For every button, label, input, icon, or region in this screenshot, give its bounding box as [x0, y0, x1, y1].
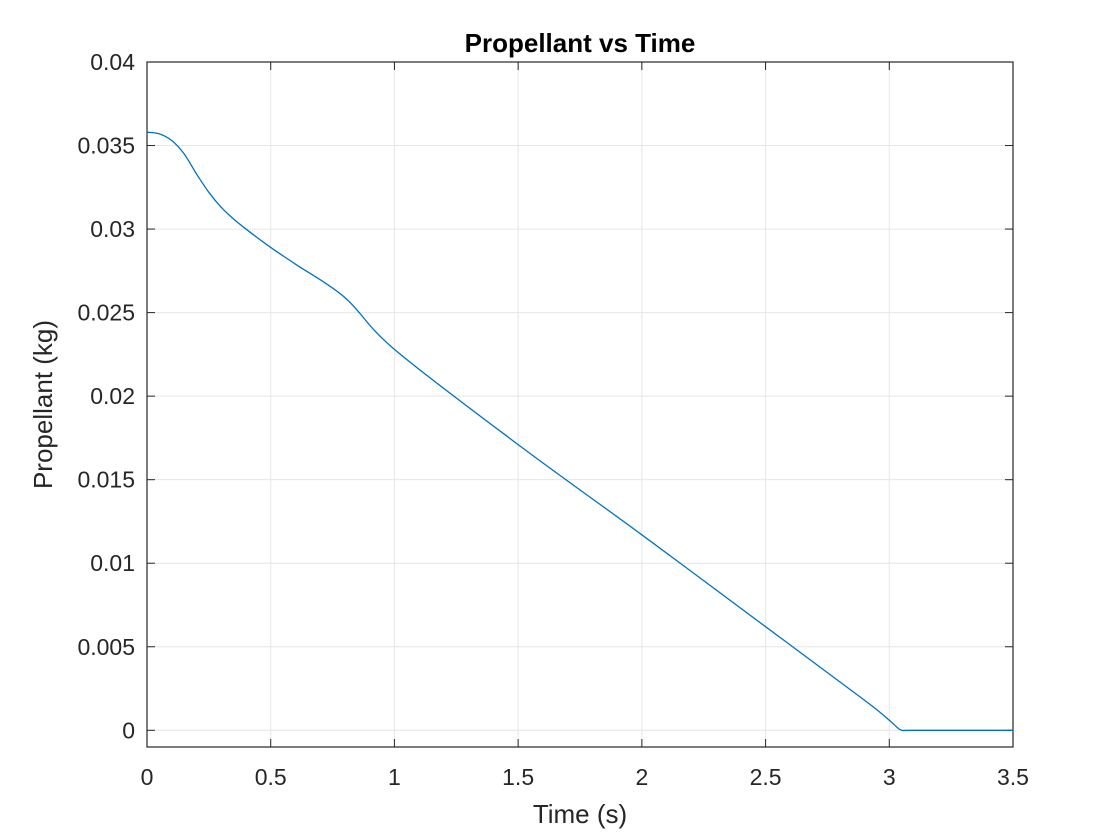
y-tick-label: 0.04 — [90, 49, 135, 75]
chart-title: Propellant vs Time — [465, 28, 696, 58]
x-tick-label: 0 — [141, 764, 154, 790]
y-tick-label: 0 — [122, 717, 135, 743]
x-tick-label: 2 — [635, 764, 648, 790]
plot-area — [146, 61, 1014, 748]
x-tick-label: 0.5 — [255, 764, 287, 790]
x-tick-labels: 0 0.5 1 1.5 2 2.5 3 3.5 — [141, 764, 1029, 790]
grid — [146, 61, 1014, 747]
x-tick-label: 2.5 — [750, 764, 782, 790]
series-line — [146, 131, 1013, 732]
y-tick-label: 0.025 — [77, 300, 135, 326]
y-tick-label: 0.005 — [77, 634, 135, 660]
y-tick-label: 0.02 — [90, 383, 135, 409]
x-tick-label: 3 — [883, 764, 896, 790]
x-tick-label: 1.5 — [502, 764, 534, 790]
y-axis-label: Propellant (kg) — [28, 320, 58, 489]
y-tick-label: 0.01 — [90, 550, 135, 576]
x-tick-label: 3.5 — [997, 764, 1029, 790]
x-axis-label: Time (s) — [533, 799, 627, 829]
x-tick-label: 1 — [388, 764, 401, 790]
y-tick-label: 0.03 — [90, 216, 135, 242]
tick-marks — [146, 61, 1014, 747]
y-tick-labels: 0 0.005 0.01 0.015 0.02 0.025 0.03 0.035 0.04 — [77, 49, 135, 743]
y-tick-label: 0.035 — [77, 133, 135, 159]
y-tick-label: 0.015 — [77, 467, 135, 493]
